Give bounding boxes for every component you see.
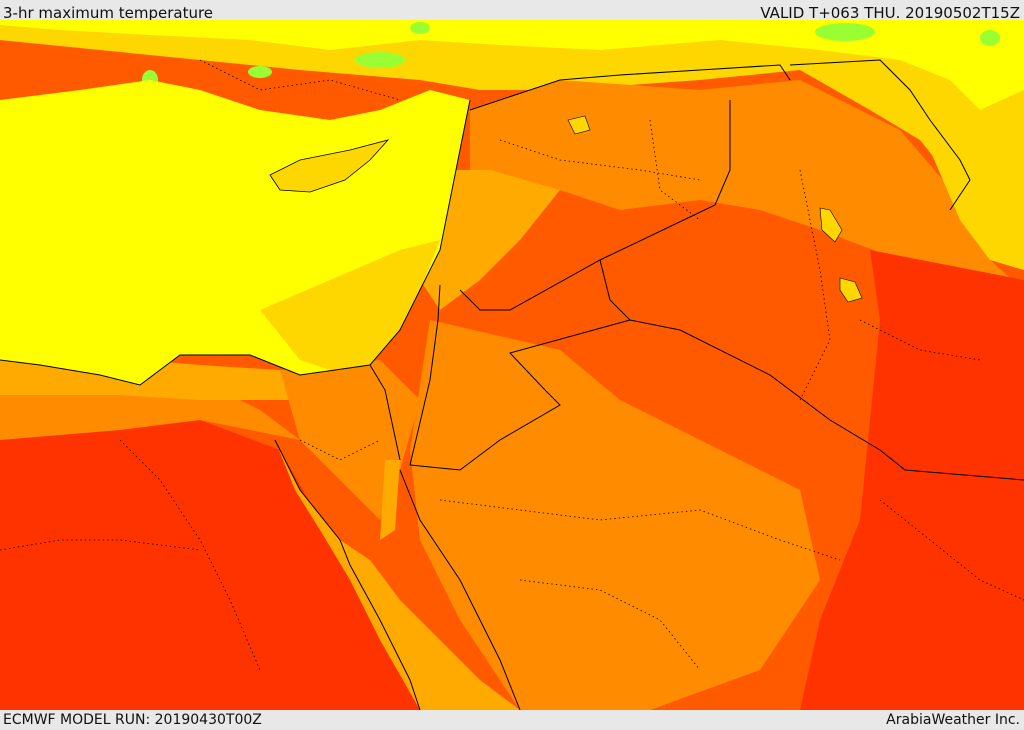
gulf-of-aqaba — [380, 460, 400, 540]
province-borders — [0, 59, 1024, 671]
field-green-5 — [410, 22, 430, 34]
field-green-3 — [815, 23, 875, 41]
lake-van — [567, 115, 591, 135]
field-levant-orange — [420, 170, 560, 310]
border-iraq-saudi — [629, 319, 1024, 481]
province-line-10 — [299, 439, 381, 461]
valid-time: VALID T+063 THU. 20190502T15Z — [760, 4, 1020, 22]
model-run: ECMWF MODEL RUN: 20190430T00Z — [3, 712, 262, 728]
border-red-sea-coast-east — [399, 469, 521, 710]
credit-label: ArabiaWeather Inc. — [886, 712, 1020, 728]
field-green-4 — [980, 30, 1000, 46]
province-line-8 — [0, 539, 201, 551]
border-turkey-syria — [469, 64, 791, 111]
field-iraq-red — [800, 250, 1024, 710]
field-egypt-red — [0, 410, 420, 710]
field-green-2 — [248, 66, 272, 78]
border-med-coast-south — [0, 99, 471, 386]
country-borders — [0, 59, 1024, 710]
province-line-2 — [499, 139, 701, 181]
province-line-4 — [799, 169, 831, 401]
cyprus — [269, 139, 390, 193]
map-title: 3-hr maximum temperature — [3, 4, 214, 22]
field-green-1 — [355, 52, 405, 68]
field-arabia-orange — [410, 320, 820, 710]
border-israel-jordan — [409, 284, 441, 466]
province-line-3 — [649, 119, 701, 221]
field-iran-gold — [930, 150, 1024, 270]
mediterranean-coast-gold — [260, 240, 440, 370]
temperature-map[interactable] — [0, 20, 1024, 710]
field-north-yellow — [0, 20, 1024, 110]
header-bar: 3-hr maximum temperature VALID T+063 THU… — [0, 0, 1024, 22]
province-line-9 — [119, 439, 261, 671]
lake-razazza — [839, 277, 863, 303]
border-iraq-iran — [789, 59, 971, 211]
border-red-sea-coast-west — [274, 439, 421, 710]
footer-bar: ECMWF MODEL RUN: 20190430T00Z ArabiaWeat… — [0, 710, 1024, 729]
border-egypt-israel — [369, 364, 401, 461]
field-syria-orange — [470, 80, 1024, 320]
lake-tharthar — [819, 207, 843, 243]
border-jordan-saudi — [409, 319, 631, 471]
province-line-7 — [879, 499, 1024, 601]
border-syria-jordan — [599, 259, 631, 321]
